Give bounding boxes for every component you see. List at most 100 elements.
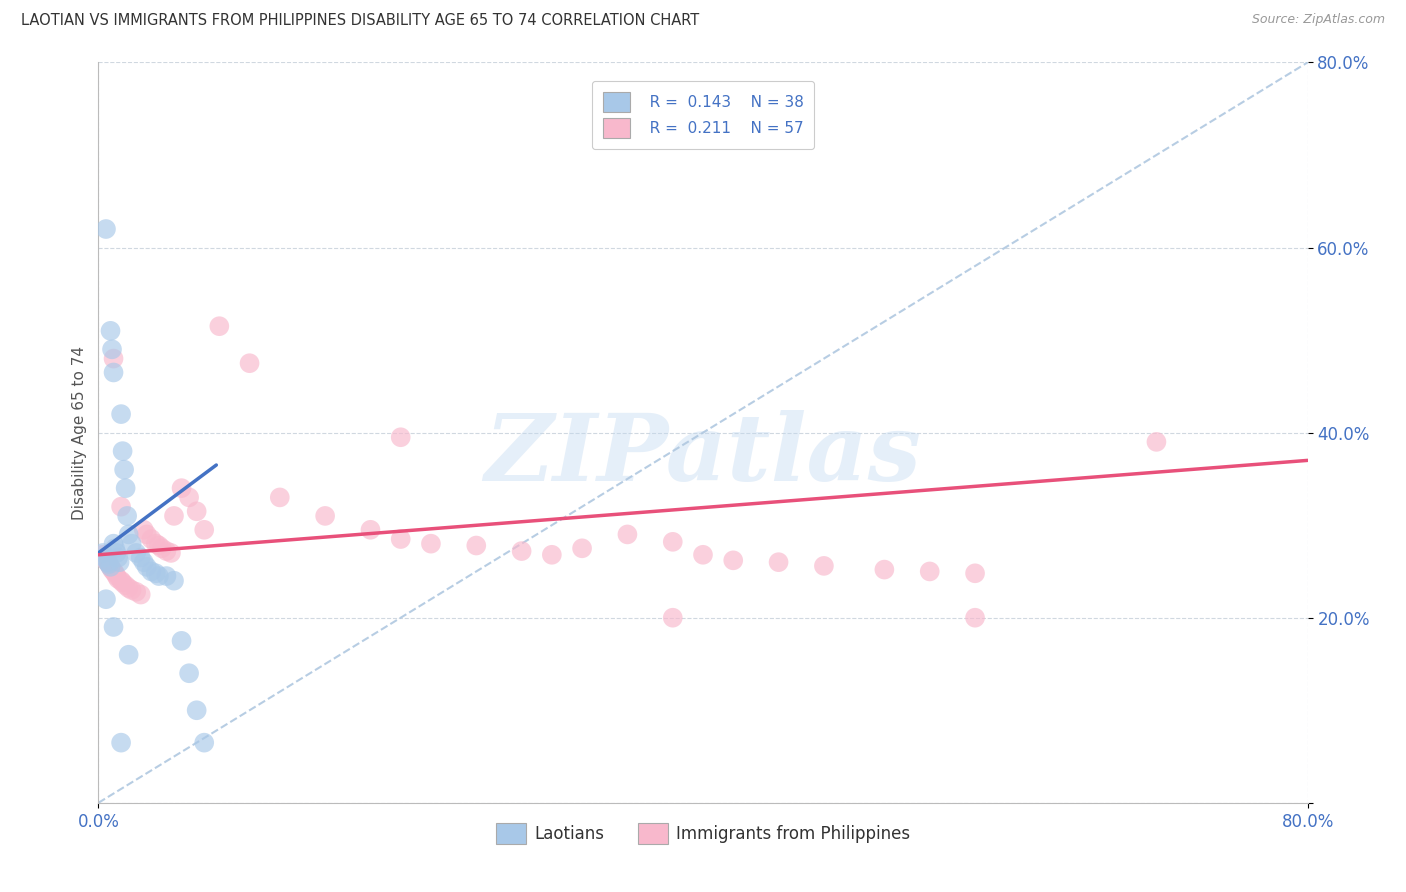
Point xyxy=(98,557,121,571)
Point xyxy=(141,565,163,579)
Point xyxy=(103,351,125,366)
Point xyxy=(186,703,208,717)
Point xyxy=(105,569,128,583)
Point xyxy=(94,553,117,567)
Point xyxy=(96,555,118,569)
Point xyxy=(616,527,638,541)
Point xyxy=(91,546,114,560)
Point xyxy=(965,566,987,581)
Point xyxy=(179,666,201,681)
Point xyxy=(510,544,533,558)
Point xyxy=(193,736,215,750)
Point xyxy=(155,544,177,558)
Point xyxy=(135,527,157,541)
Point xyxy=(208,319,231,334)
Point xyxy=(108,555,131,569)
Point xyxy=(768,555,790,569)
Point xyxy=(170,633,193,648)
Point xyxy=(125,546,148,560)
Point xyxy=(148,569,170,583)
Y-axis label: Disability Age 65 to 74: Disability Age 65 to 74 xyxy=(72,345,87,520)
Point xyxy=(103,536,125,550)
Point xyxy=(163,574,186,588)
Point xyxy=(813,558,835,573)
Point xyxy=(103,620,125,634)
Point xyxy=(103,565,125,579)
Point xyxy=(100,559,122,574)
Point xyxy=(170,481,193,495)
Point xyxy=(141,532,163,546)
Point xyxy=(186,504,208,518)
Point xyxy=(269,491,291,505)
Point xyxy=(873,563,896,577)
Text: LAOTIAN VS IMMIGRANTS FROM PHILIPPINES DISABILITY AGE 65 TO 74 CORRELATION CHART: LAOTIAN VS IMMIGRANTS FROM PHILIPPINES D… xyxy=(21,13,699,29)
Point xyxy=(93,550,115,565)
Point xyxy=(110,500,132,514)
Point xyxy=(389,430,412,444)
Point xyxy=(132,555,155,569)
Point xyxy=(93,550,115,565)
Point xyxy=(145,566,167,581)
Point xyxy=(94,592,117,607)
Point xyxy=(111,444,134,458)
Point xyxy=(163,508,186,523)
Point xyxy=(135,559,157,574)
Point xyxy=(965,610,987,624)
Point xyxy=(723,553,745,567)
Point xyxy=(105,546,128,560)
Point xyxy=(101,343,124,357)
Point xyxy=(112,462,135,476)
Point xyxy=(1144,434,1167,449)
Point xyxy=(110,736,132,750)
Legend: Laotians, Immigrants from Philippines: Laotians, Immigrants from Philippines xyxy=(486,814,920,854)
Point xyxy=(420,536,443,550)
Point xyxy=(91,548,114,562)
Point xyxy=(114,578,136,592)
Point xyxy=(155,569,177,583)
Point xyxy=(661,610,683,624)
Point xyxy=(104,541,127,556)
Point xyxy=(540,548,562,562)
Point xyxy=(193,523,215,537)
Point xyxy=(160,546,183,560)
Point xyxy=(100,324,122,338)
Point xyxy=(94,222,117,236)
Point xyxy=(148,539,170,553)
Point xyxy=(179,491,201,505)
Point xyxy=(115,508,138,523)
Point xyxy=(129,588,152,602)
Point xyxy=(918,565,941,579)
Point xyxy=(571,541,593,556)
Point xyxy=(692,548,714,562)
Point xyxy=(360,523,382,537)
Text: ZIPatlas: ZIPatlas xyxy=(485,409,921,500)
Point xyxy=(118,527,141,541)
Point xyxy=(661,534,683,549)
Point xyxy=(100,559,122,574)
Point xyxy=(132,523,155,537)
Point xyxy=(104,566,127,581)
Point xyxy=(118,648,141,662)
Point xyxy=(118,581,141,595)
Point xyxy=(239,356,262,370)
Point xyxy=(96,555,118,569)
Point xyxy=(101,563,124,577)
Point xyxy=(114,481,136,495)
Point xyxy=(110,407,132,421)
Point xyxy=(314,508,336,523)
Point xyxy=(145,536,167,550)
Point xyxy=(107,550,129,565)
Point xyxy=(150,541,173,556)
Point xyxy=(389,532,412,546)
Point xyxy=(121,582,143,597)
Point xyxy=(98,557,121,571)
Point xyxy=(125,584,148,599)
Point xyxy=(103,366,125,380)
Point xyxy=(121,536,143,550)
Point xyxy=(465,539,488,553)
Point xyxy=(129,550,152,565)
Point xyxy=(111,575,134,590)
Text: Source: ZipAtlas.com: Source: ZipAtlas.com xyxy=(1251,13,1385,27)
Point xyxy=(110,574,132,588)
Point xyxy=(107,572,129,586)
